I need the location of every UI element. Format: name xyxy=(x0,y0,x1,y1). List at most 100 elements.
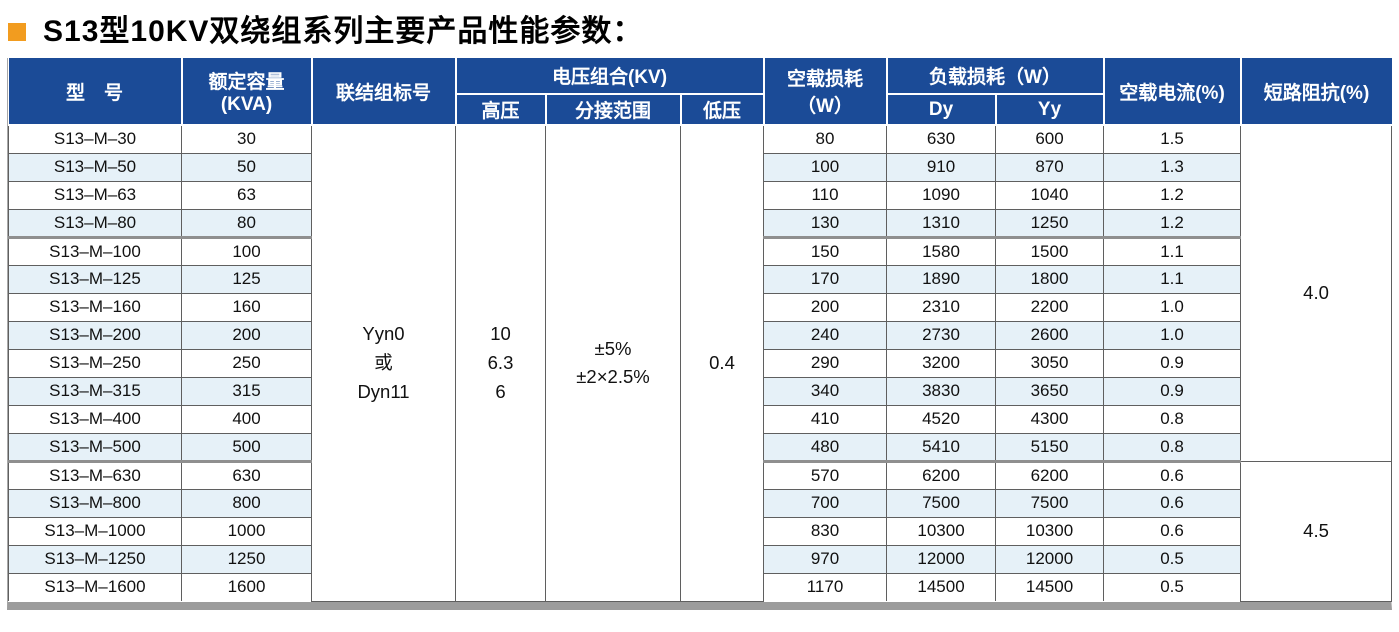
cell-no-load-current: 0.9 xyxy=(1103,348,1242,378)
cell-load-loss-yy: 5150 xyxy=(995,432,1105,463)
cell-rated-capacity: 315 xyxy=(181,376,312,406)
cell-no-load-loss: 970 xyxy=(763,544,888,574)
cell-no-load-loss: 1170 xyxy=(763,572,888,601)
cell-load-loss-yy: 1500 xyxy=(995,236,1105,266)
cell-short-circuit-impedance: 4.5 xyxy=(1240,460,1393,602)
page-title: S13型10KV双绕组系列主要产品性能参数： xyxy=(43,15,644,48)
cell-no-load-current: 1.1 xyxy=(1103,264,1242,294)
cell-load-loss-yy: 870 xyxy=(995,152,1105,182)
header-high-voltage: 高压 xyxy=(455,93,547,126)
header-short-circuit-impedance: 短路阻抗(%) xyxy=(1239,58,1392,126)
cell-rated-capacity: 630 xyxy=(181,460,312,490)
cell-low-voltage: 0.4 xyxy=(679,124,765,602)
cell-no-load-current: 0.5 xyxy=(1103,572,1242,601)
cell-no-load-current: 0.5 xyxy=(1103,544,1242,574)
cell-no-load-loss: 700 xyxy=(763,488,888,518)
table-row: S13–M–125 125 170 1890 1800 1.1 xyxy=(8,264,1392,294)
table-row: S13–M–50 50 100 910 870 1.3 xyxy=(8,152,1392,182)
header-connection-group: 联结组标号 xyxy=(310,58,457,126)
cell-high-voltage: 10 6.3 6 xyxy=(455,124,546,602)
cell-no-load-current: 1.1 xyxy=(1103,236,1242,266)
cell-load-loss-yy: 2200 xyxy=(995,292,1105,322)
cell-rated-capacity: 125 xyxy=(181,264,312,294)
cell-load-loss-dy: 1310 xyxy=(886,208,997,239)
cell-rated-capacity: 100 xyxy=(181,236,312,266)
table-row: S13–M–1250 1250 970 12000 12000 0.5 xyxy=(8,544,1392,574)
table-row: S13–M–315 315 340 3830 3650 0.9 xyxy=(8,376,1392,406)
cell-model: S13–M–63 xyxy=(8,180,182,210)
orange-square-bullet-icon xyxy=(8,23,26,41)
table-row: S13–M–800 800 700 7500 7500 0.6 xyxy=(8,488,1392,518)
cell-rated-capacity: 500 xyxy=(181,432,312,463)
cell-no-load-loss: 200 xyxy=(763,292,888,322)
cell-no-load-loss: 100 xyxy=(763,152,888,182)
cell-rated-capacity: 200 xyxy=(181,320,312,350)
cell-rated-capacity: 1000 xyxy=(181,516,312,546)
cell-model: S13–M–100 xyxy=(8,236,182,266)
cell-load-loss-yy: 6200 xyxy=(995,460,1105,490)
cell-model: S13–M–200 xyxy=(8,320,182,350)
cell-rated-capacity: 1250 xyxy=(181,544,312,574)
cell-no-load-loss: 170 xyxy=(763,264,888,294)
cell-no-load-loss: 830 xyxy=(763,516,888,546)
cell-rated-capacity: 1600 xyxy=(181,572,312,601)
cell-rated-capacity: 80 xyxy=(181,208,312,239)
cell-model: S13–M–250 xyxy=(8,348,182,378)
cell-load-loss-yy: 10300 xyxy=(995,516,1105,546)
header-no-load-loss: 空载损耗 （W） xyxy=(762,58,888,126)
header-row-2: 高压 分接范围 低压 Dy Yy xyxy=(9,93,1392,126)
cell-load-loss-yy: 1250 xyxy=(995,208,1105,239)
cell-model: S13–M–500 xyxy=(8,432,182,463)
cell-load-loss-dy: 2310 xyxy=(886,292,997,322)
header-load-loss: 负载损耗（W） xyxy=(885,58,1105,95)
table-row: S13–M–250 250 290 3200 3050 0.9 xyxy=(8,348,1392,378)
cell-no-load-loss: 240 xyxy=(763,320,888,350)
cell-load-loss-dy: 5410 xyxy=(886,432,997,463)
cell-load-loss-dy: 7500 xyxy=(886,488,997,518)
table-row: S13–M–160 160 200 2310 2200 1.0 xyxy=(8,292,1392,322)
cell-no-load-loss: 340 xyxy=(763,376,888,406)
cell-load-loss-yy: 600 xyxy=(995,124,1105,154)
cell-model: S13–M–125 xyxy=(8,264,182,294)
cell-load-loss-dy: 1890 xyxy=(886,264,997,294)
cell-model: S13–M–80 xyxy=(8,208,182,239)
cell-rated-capacity: 30 xyxy=(181,124,312,154)
spec-table-container: 型 号 额定容量 (KVA) 联结组标号 电压组合(KV) 空载损耗 （W） 负… xyxy=(7,58,1393,610)
cell-no-load-loss: 480 xyxy=(763,432,888,463)
cell-no-load-current: 0.8 xyxy=(1103,432,1242,463)
cell-model: S13–M–630 xyxy=(8,460,182,490)
cell-load-loss-yy: 1800 xyxy=(995,264,1105,294)
cell-no-load-loss: 150 xyxy=(763,236,888,266)
cell-no-load-current: 0.6 xyxy=(1103,516,1242,546)
cell-no-load-loss: 80 xyxy=(763,124,888,154)
cell-load-loss-yy: 2600 xyxy=(995,320,1105,350)
cell-load-loss-dy: 4520 xyxy=(886,404,997,434)
cell-load-loss-dy: 630 xyxy=(886,124,997,154)
table-row: S13–M–80 80 130 1310 1250 1.2 xyxy=(8,208,1392,239)
header-row-1: 型 号 额定容量 (KVA) 联结组标号 电压组合(KV) 空载损耗 （W） 负… xyxy=(8,58,1392,126)
table-row: S13–M–1600 1600 1170 14500 14500 0.5 xyxy=(8,572,1392,601)
cell-load-loss-dy: 910 xyxy=(886,152,997,182)
cell-model: S13–M–400 xyxy=(8,404,182,434)
cell-model: S13–M–1250 xyxy=(8,544,182,574)
cell-load-loss-dy: 14500 xyxy=(886,572,997,601)
table-row: S13–M–200 200 240 2730 2600 1.0 xyxy=(8,320,1392,350)
table-row: S13–M–400 400 410 4520 4300 0.8 xyxy=(8,404,1392,434)
cell-model: S13–M–160 xyxy=(8,292,182,322)
header-low-voltage: 低压 xyxy=(679,93,765,126)
page: S13型10KV双绕组系列主要产品性能参数： 型 号 额定容量 (KVA) 联结… xyxy=(0,0,1399,610)
cell-no-load-current: 1.0 xyxy=(1103,320,1242,350)
table-row: S13–M–100 100 150 1580 1500 1.1 xyxy=(8,236,1392,266)
cell-connection-group: Yyn0 或 Dyn11 xyxy=(311,124,456,602)
cell-no-load-current: 0.6 xyxy=(1103,460,1242,490)
title-row: S13型10KV双绕组系列主要产品性能参数： xyxy=(0,0,1399,58)
cell-rated-capacity: 160 xyxy=(181,292,312,322)
table-row: S13–M–30 30 Yyn0 或 Dyn11 10 6.3 6 ±5% ±2×2.5… xyxy=(8,124,1393,602)
cell-no-load-loss: 410 xyxy=(763,404,888,434)
cell-no-load-current: 1.0 xyxy=(1103,292,1242,322)
cell-load-loss-dy: 12000 xyxy=(886,544,997,574)
cell-model: S13–M–1600 xyxy=(8,572,182,601)
cell-no-load-loss: 130 xyxy=(763,208,888,239)
header-no-load-current: 空载电流(%) xyxy=(1102,58,1242,126)
cell-no-load-loss: 290 xyxy=(763,348,888,378)
